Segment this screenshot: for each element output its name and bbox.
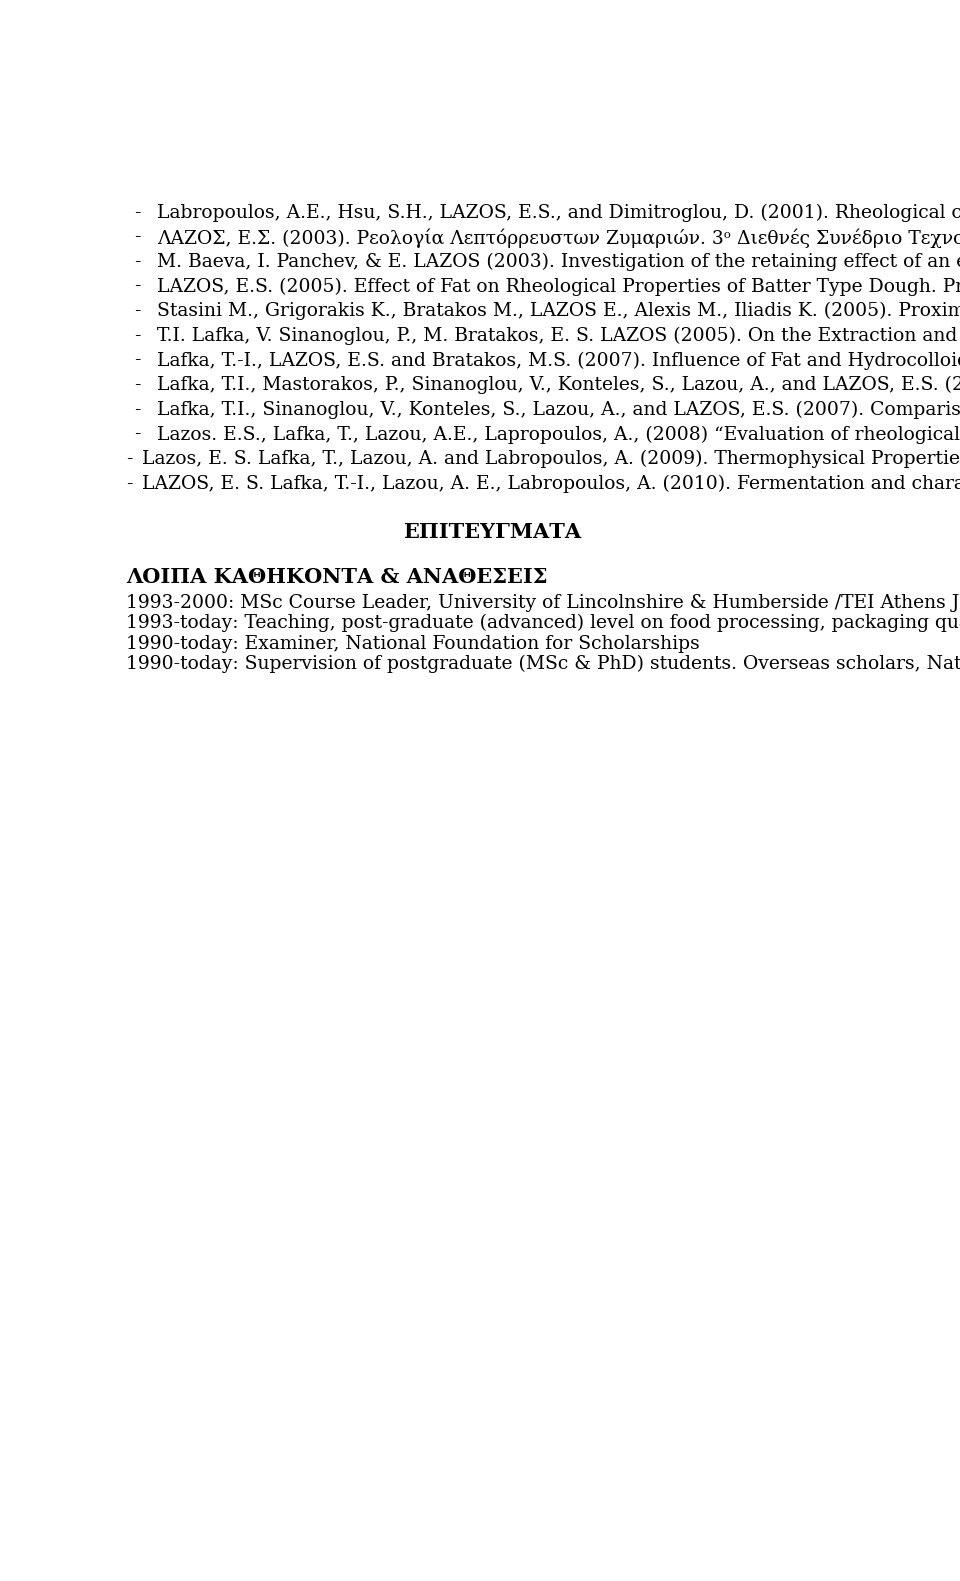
Text: ΛΑΖΟΣ, Ε.Σ. (2003). Ρεολογία Λεπτόρρευστων Ζυμαριών. 3ᵒ Διεθνές Συνέδριο Τεχνολο: ΛΑΖΟΣ, Ε.Σ. (2003). Ρεολογία Λεπτόρρευστ… bbox=[157, 228, 960, 248]
Text: Lazos, E. S. Lafka, T., Lazou, A. and Labropoulos, A. (2009). Thermophysical Pro: Lazos, E. S. Lafka, T., Lazou, A. and La… bbox=[142, 451, 960, 468]
Text: LAZOS, E. S. Lafka, T.-I., Lazou, A. E., Labropoulos, A. (2010). Fermentation an: LAZOS, E. S. Lafka, T.-I., Lazou, A. E.,… bbox=[142, 474, 960, 493]
Text: 1993-2000: MSc Course Leader, University of Lincolnshire & Humberside /TEI Athen: 1993-2000: MSc Course Leader, University… bbox=[126, 594, 960, 612]
Text: -: - bbox=[134, 253, 140, 270]
Text: Lazos. E.S., Lafka, T., Lazou, A.E., Lapropoulos, A., (2008) “Evaluation of rheo: Lazos. E.S., Lafka, T., Lazou, A.E., Lap… bbox=[157, 425, 960, 444]
Text: M. Baeva, I. Panchev, & E. LAZOS (2003). Investigation of the retaining effect o: M. Baeva, I. Panchev, & E. LAZOS (2003).… bbox=[157, 253, 960, 270]
Text: Lafka, T.I., Mastorakos, P., Sinanoglou, V., Konteles, S., Lazou, A., and LAZOS,: Lafka, T.I., Mastorakos, P., Sinanoglou,… bbox=[157, 376, 960, 394]
Text: 1993-today: Teaching, post-graduate (advanced) level on food processing, packagi: 1993-today: Teaching, post-graduate (adv… bbox=[126, 613, 960, 632]
Text: Labropoulos, A.E., Hsu, S.H., LAZOS, E.S., and Dimitroglou, D. (2001). Rheologic: Labropoulos, A.E., Hsu, S.H., LAZOS, E.S… bbox=[157, 204, 960, 221]
Text: 1990-today: Supervision of postgraduate (MSc & PhD) students. Overseas scholars,: 1990-today: Supervision of postgraduate … bbox=[126, 655, 960, 674]
Text: -: - bbox=[134, 278, 140, 296]
Text: Stasini M., Grigorakis K., Bratakos M., LAZOS E., Alexis M., Iliadis K. (2005). : Stasini M., Grigorakis K., Bratakos M., … bbox=[157, 302, 960, 321]
Text: ΛΟΙΠΑ ΚΑΘΗΚΟΝΤΑ & ΑΝΑΘΕΣΕΙΣ: ΛΟΙΠΑ ΚΑΘΗΚΟΝΤΑ & ΑΝΑΘΕΣΕΙΣ bbox=[126, 568, 548, 587]
Text: T.I. Lafka, V. Sinanoglou, P., M. Bratakos, E. S. LAZOS (2005). On the Extractio: T.I. Lafka, V. Sinanoglou, P., M. Bratak… bbox=[157, 327, 960, 345]
Text: -: - bbox=[134, 400, 140, 419]
Text: -: - bbox=[126, 474, 132, 493]
Text: -: - bbox=[134, 376, 140, 394]
Text: -: - bbox=[134, 302, 140, 319]
Text: -: - bbox=[126, 451, 132, 468]
Text: -: - bbox=[134, 351, 140, 370]
Text: ΕΠΙΤΕΥΓΜΑΤΑ: ΕΠΙΤΕΥΓΜΑΤΑ bbox=[403, 522, 581, 542]
Text: 1990-today: Examiner, National Foundation for Scholarships: 1990-today: Examiner, National Foundatio… bbox=[126, 634, 700, 653]
Text: Lafka, T.-I., LAZOS, E.S. and Bratakos, M.S. (2007). Influence of Fat and Hydroc: Lafka, T.-I., LAZOS, E.S. and Bratakos, … bbox=[157, 351, 960, 370]
Text: -: - bbox=[134, 204, 140, 221]
Text: -: - bbox=[134, 327, 140, 345]
Text: -: - bbox=[134, 425, 140, 443]
Text: Lafka, T.I., Sinanoglou, V., Konteles, S., Lazou, A., and LAZOS, E.S. (2007). Co: Lafka, T.I., Sinanoglou, V., Konteles, S… bbox=[157, 400, 960, 419]
Text: -: - bbox=[134, 228, 140, 247]
Text: LAZOS, E.S. (2005). Effect of Fat on Rheological Properties of Batter Type Dough: LAZOS, E.S. (2005). Effect of Fat on Rhe… bbox=[157, 278, 960, 296]
